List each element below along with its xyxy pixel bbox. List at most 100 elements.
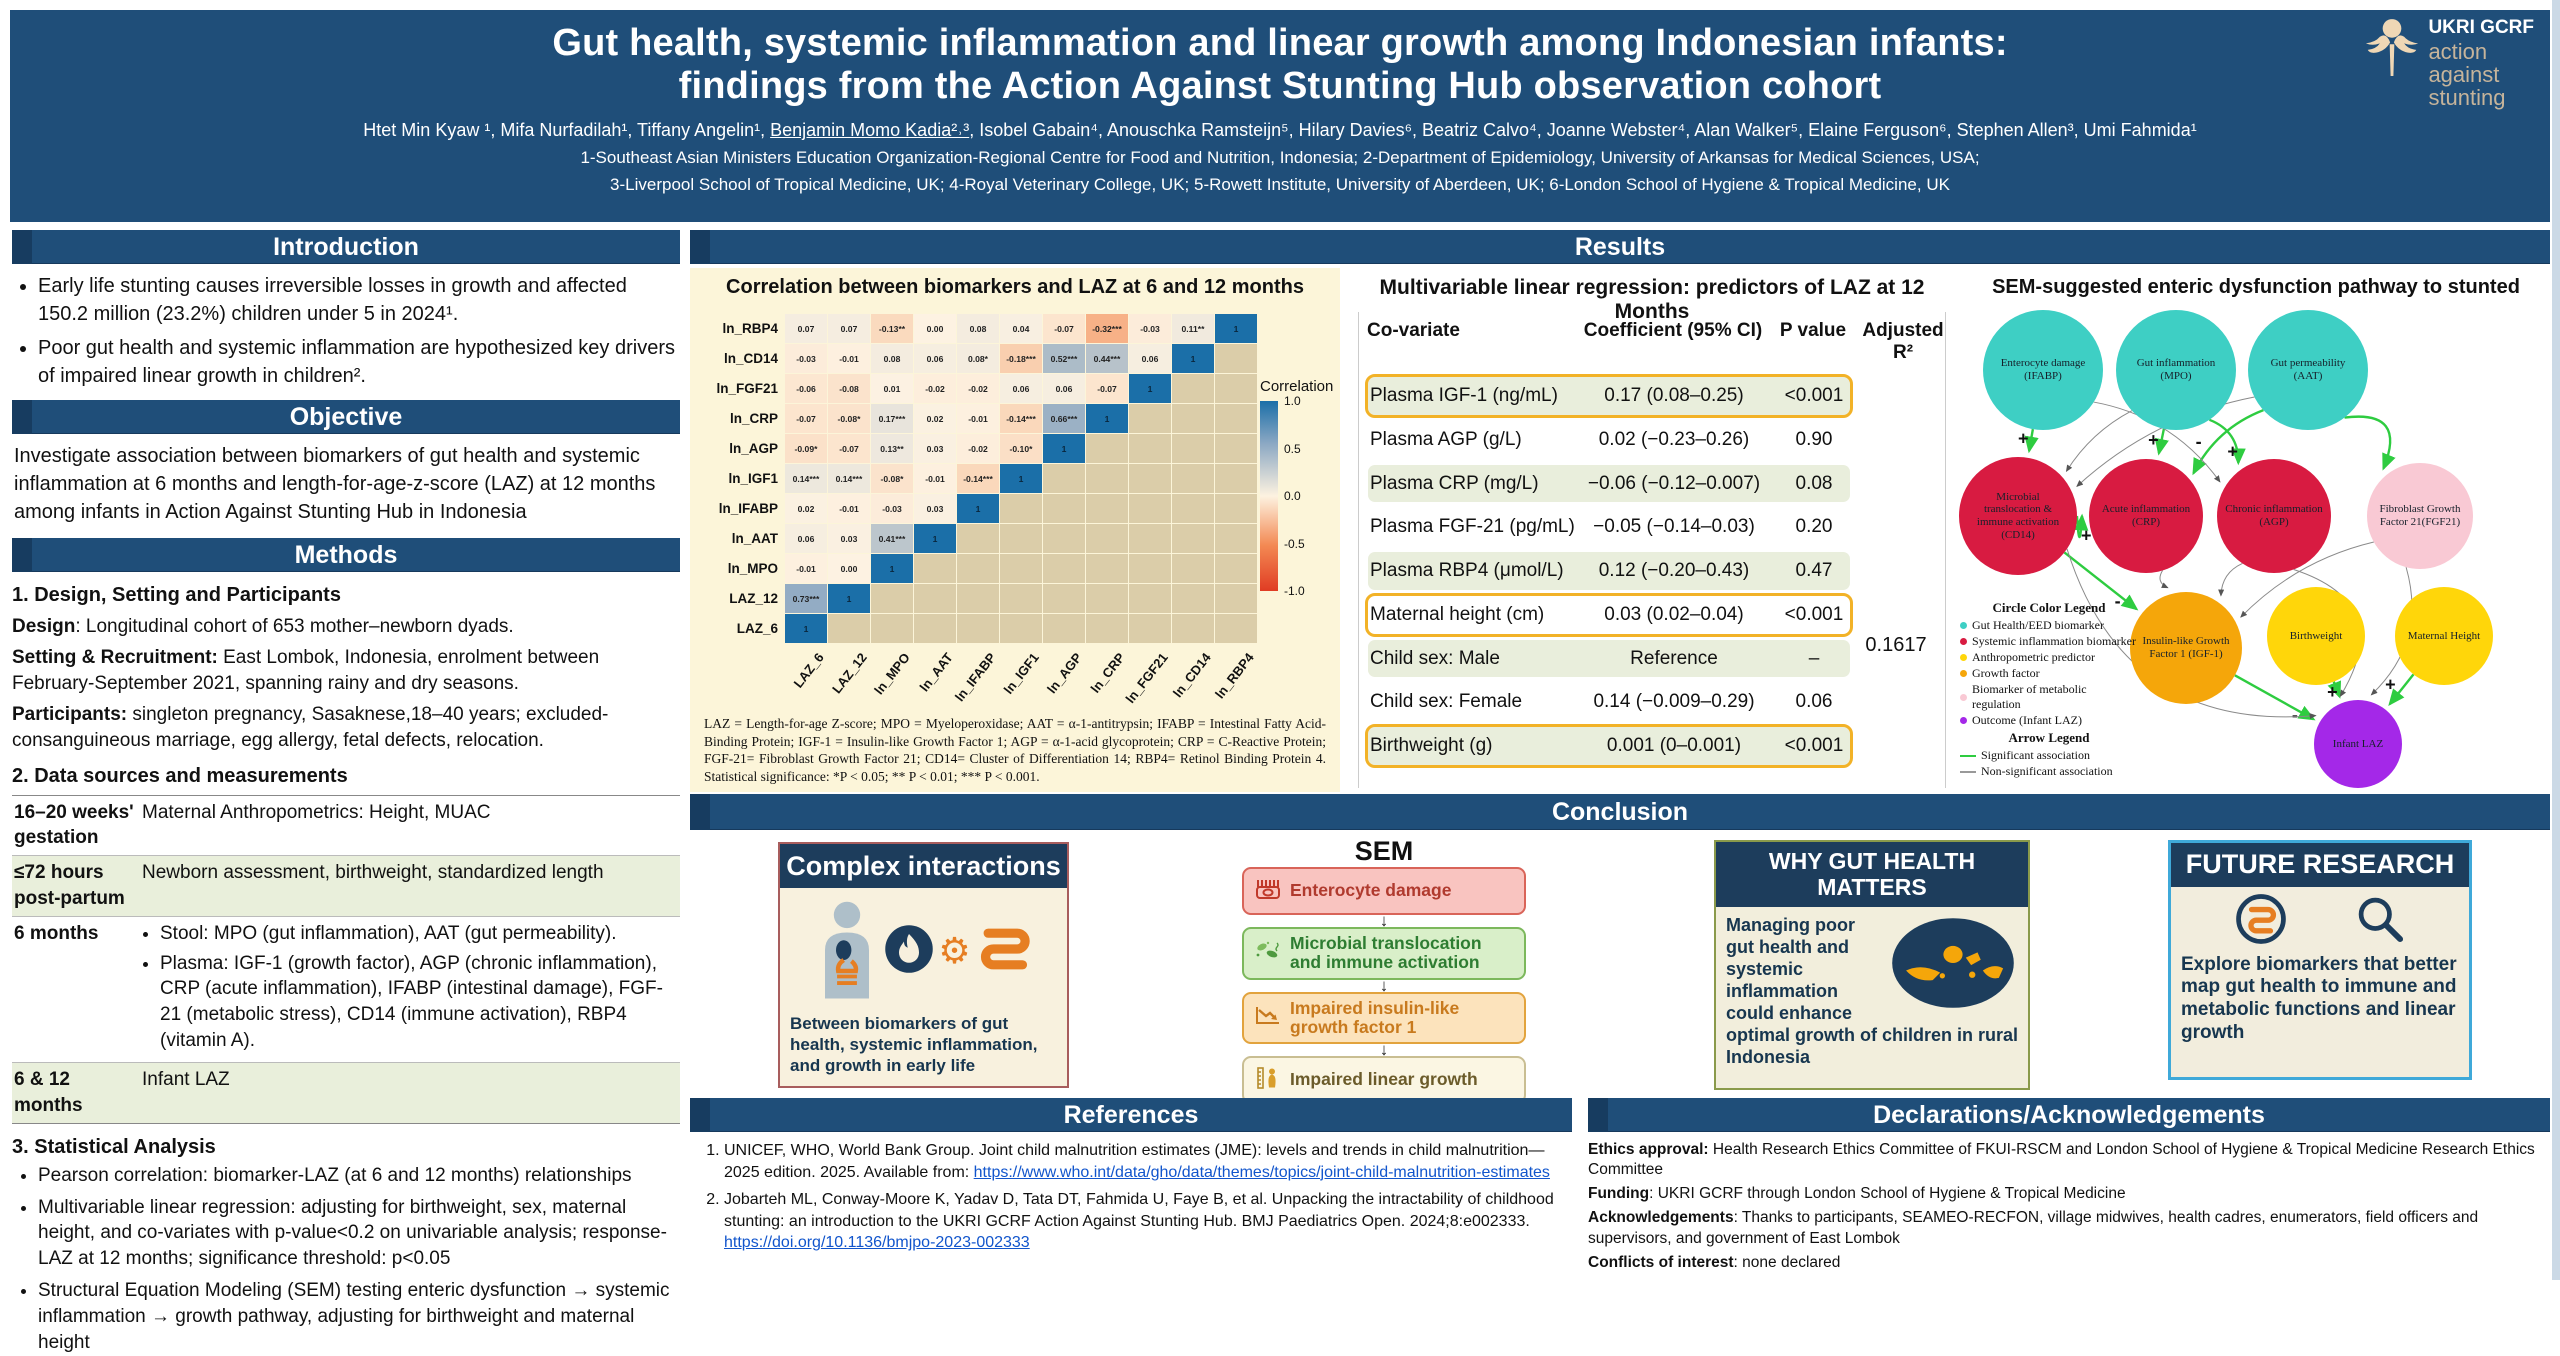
heatmap-cell: 0.08* [957, 344, 999, 373]
heatmap-cell [1129, 404, 1171, 433]
heatmap-row-label: ln_FGF21 [716, 381, 778, 396]
heatmap-title: Correlation between biomarkers and LAZ a… [726, 276, 1304, 298]
magnifier-icon [2354, 893, 2406, 950]
why-card-text: Managing poor gut health and systemic in… [1726, 914, 2019, 1067]
regression-table-panel: Multivariable linear regression: predict… [1352, 268, 1952, 792]
sem-edge [2234, 674, 2316, 721]
sem-edge [2073, 513, 2089, 539]
reference-link[interactable]: https://www.who.int/data/gho/data/themes… [973, 1163, 1550, 1181]
heatmap-cell: 0.02 [785, 494, 827, 523]
reference-text: UNICEF, WHO, World Bank Group. Joint chi… [724, 1142, 1545, 1181]
sem-edge-sign: + [2018, 429, 2029, 449]
coefficient-cell: −0.05 (−0.14–0.03) [1593, 516, 1755, 538]
circle-legend-label: Gut Health/EED biomarker [1972, 618, 2104, 632]
heatmap-cell [1215, 464, 1257, 493]
stat-analysis-bullet: Structural Equation Modeling (SEM) testi… [38, 1278, 680, 1355]
heatmap-cell: 0.04 [1000, 314, 1042, 343]
section-header-declarations: Declarations/Acknowledgements [1588, 1098, 2550, 1132]
sem-edge-sign: + [2327, 682, 2338, 702]
sem-edge [2159, 570, 2169, 589]
measurements-table-row: ≤72 hours post-partum Newborn assessment,… [12, 855, 680, 916]
regression-row: Plasma RBP4 (μmol/L) 0.12 (−0.20–0.43) 0.4… [1365, 549, 1853, 593]
coefficient-cell: 0.02 (−0.23–0.26) [1598, 428, 1750, 450]
sem-node-laz: Infant LAZ [2314, 700, 2402, 788]
heatmap-cell: -0.09* [785, 434, 827, 463]
covariate-cell: Plasma CRP (mg/L) [1370, 472, 1539, 494]
flow-step: Impaired insulin-like growth factor 1 [1242, 991, 1526, 1044]
heatmap-cell: 0.52*** [1043, 344, 1085, 373]
section-header-references: References [690, 1098, 1572, 1132]
sem-flow-steps: Enterocyte damage ↓ Microbial translocatio… [1242, 867, 1526, 1104]
circle-legend-item: Anthropometric predictor [1960, 650, 2138, 665]
heatmap-cell [1086, 434, 1128, 463]
measurement-cell: Stool: MPO (gut inflammation), AAT (gut … [142, 921, 678, 1058]
sem-flow-card: SEM Enterocyte damage ↓ Microbial transloc… [1242, 836, 1526, 1104]
measurement-bullet: Plasma: IGF-1 (growth factor), AGP (chro… [160, 951, 678, 1054]
heatmap-cell: -0.14*** [957, 464, 999, 493]
heatmap-cell [1215, 584, 1257, 613]
heatmap-cell: -0.02 [957, 374, 999, 403]
circle-legend-label: Biomarker of metabolic regulation [1972, 682, 2087, 711]
covariate-cell: Plasma AGP (g/L) [1370, 428, 1522, 450]
sem-diagram: + + + - + - - + + Enterocyte damage (IFABP) Gut i… [1958, 298, 2554, 790]
heatmap-cell: -0.08* [871, 464, 913, 493]
reference-link[interactable]: https://doi.org/10.1136/bmjpo-2023-00233… [724, 1234, 1030, 1252]
timepoint-cell: 6 & 12 months [14, 1068, 83, 1116]
heatmap-cell: 1 [785, 614, 827, 643]
heatmap-cell [1215, 494, 1257, 523]
sem-edge-sign: - [2196, 431, 2202, 451]
left-column: Introduction Early life stunting causes … [12, 230, 680, 1353]
heatmap-cell [1043, 464, 1085, 493]
declaration-text: Health Research Ethics Committee of FKUI… [1588, 1141, 2535, 1179]
heatmap-row-label: ln_IFABP [718, 501, 778, 516]
regression-table-header: Co-variate Coefficient (95% CI) P value … [1365, 312, 1944, 374]
heatmap-cell: 0.73*** [785, 584, 827, 613]
heatmap-cell [1086, 524, 1128, 553]
circle-legend-label: Growth factor [1972, 666, 2040, 680]
declaration-item: Ethics approval: Health Research Ethics … [1588, 1140, 2550, 1180]
heatmap-cell: 1 [1129, 374, 1171, 403]
covariate-cell: Plasma RBP4 (μmol/L) [1370, 560, 1564, 581]
heatmap-cell [1000, 584, 1042, 613]
colorbar-tick: -0.5 [1284, 536, 1305, 551]
flow-step: Microbial translocation and immune activ… [1242, 927, 1526, 980]
measurement-bullet: Stool: MPO (gut inflammation), AAT (gut … [160, 921, 678, 947]
heatmap-cell [1172, 374, 1214, 403]
heatmap-cell [1000, 494, 1042, 523]
heatmap-cell: 0.03 [914, 494, 956, 523]
heatmap-cell: 1 [1043, 434, 1085, 463]
heatmap-cell: -0.01 [828, 494, 870, 523]
heatmap-cell: -0.07 [1086, 374, 1128, 403]
section-header-conclusion: Conclusion [690, 794, 2550, 830]
col-header-pvalue: P value [1779, 320, 1847, 341]
coefficient-cell: 0.03 (0.02–0.04) [1604, 603, 1744, 625]
heatmap-cell [1172, 584, 1214, 613]
declaration-label: Ethics approval: [1588, 1141, 1709, 1158]
arrow-legend-label: Significant association [1981, 748, 2090, 762]
pvalue-cell: 0.08 [1795, 472, 1833, 494]
heatmap-cell: -0.06 [785, 374, 827, 403]
complex-card-illustration: ⚙ [780, 888, 1067, 1010]
heatmap-cell: -0.07 [785, 404, 827, 433]
sem-node-label: Microbial translocation & immune activat… [1976, 490, 2060, 541]
flow-down-arrow: ↓ [1379, 911, 1389, 930]
gear-icon: ⚙ [938, 930, 971, 972]
sem-node-crp: Acute inflammation (CRP) [2089, 459, 2203, 573]
sem-edge-sign: + [2148, 430, 2159, 450]
flow-step: Enterocyte damage [1242, 867, 1526, 915]
circle-legend-title: Circle Color Legend [1992, 600, 2106, 615]
heatmap-cell [1215, 554, 1257, 583]
sem-node-ifabp: Enterocyte damage (IFABP) [1983, 310, 2103, 430]
heatmap-cell: 0.66*** [1043, 404, 1085, 433]
colorbar-tick: -1.0 [1284, 584, 1305, 598]
chart-decline-icon [1254, 1003, 1282, 1032]
flame-icon [884, 924, 934, 979]
declarations-items: Ethics approval: Health Research Ethics … [1588, 1140, 2550, 1273]
future-research-card: FUTURE RESEARCH Explore biomarkers that … [2168, 840, 2472, 1080]
methods-h1: 1. Design, Setting and Participants [12, 584, 341, 606]
heatmap-cell: 0.03 [828, 524, 870, 553]
sem-edge [2208, 418, 2246, 466]
future-card-header: FUTURE RESEARCH [2171, 843, 2469, 887]
heatmap-cell [1043, 494, 1085, 523]
pvalue-cell: 0.06 [1795, 691, 1833, 713]
